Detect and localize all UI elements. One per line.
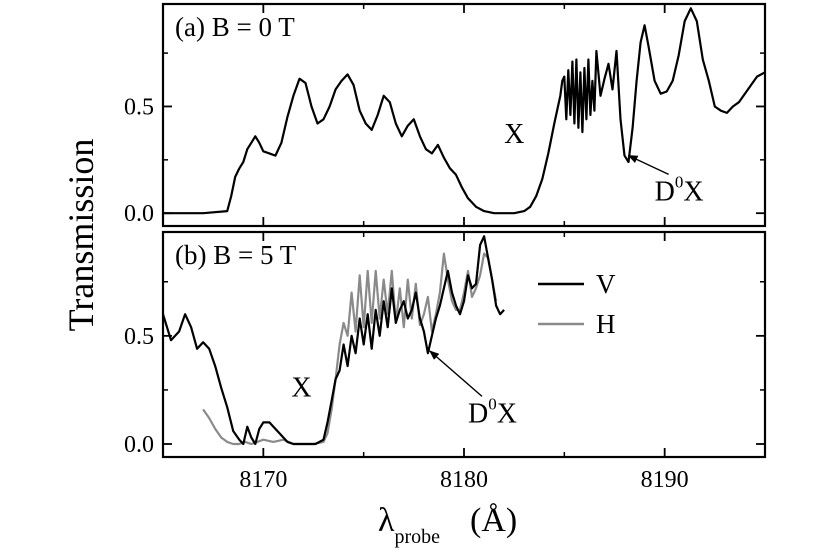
panel-a: 0.0 0.5 (a) B = 0 T X D0X [124, 2, 767, 227]
annotation-x: X [291, 372, 311, 403]
y-tick-label: 0.0 [124, 201, 154, 227]
x-axis-label-main: λ [378, 502, 395, 539]
y-tick-label: 0.5 [124, 324, 154, 350]
annotation-arrow [627, 154, 669, 176]
annotation-x: X [504, 119, 524, 150]
series-line-h [202, 252, 498, 446]
panel-a-label: (a) B = 0 T [175, 12, 295, 42]
x-axis-label-unit: (Å) [470, 502, 517, 539]
annotation-d0x: D0X [468, 394, 517, 429]
panel-b: 8170 8180 8190 0.0 0.5 (b) B = 5 T X D0X VH [124, 230, 767, 493]
legend-label-h: H [596, 309, 616, 339]
x-tick-label: 8180 [440, 467, 488, 493]
annotation-arrow [429, 350, 483, 397]
legend-label-v: V [596, 269, 616, 299]
panel-b-label: (b) B = 5 T [175, 240, 297, 270]
y-tick-label: 0.5 [124, 94, 154, 120]
x-axis-label-sub: probe [395, 526, 441, 548]
x-axis-label: λprobe (Å) [378, 502, 517, 548]
legend: VH [538, 269, 616, 339]
series-line-a [163, 7, 765, 215]
x-tick-label: 8190 [641, 467, 689, 493]
annotation-d0x: D0X [655, 172, 704, 207]
series-line-v [163, 235, 505, 446]
x-tick-label: 8170 [239, 467, 287, 493]
y-tick-label: 0.0 [124, 432, 154, 458]
y-axis-label: Transmission [61, 139, 101, 332]
